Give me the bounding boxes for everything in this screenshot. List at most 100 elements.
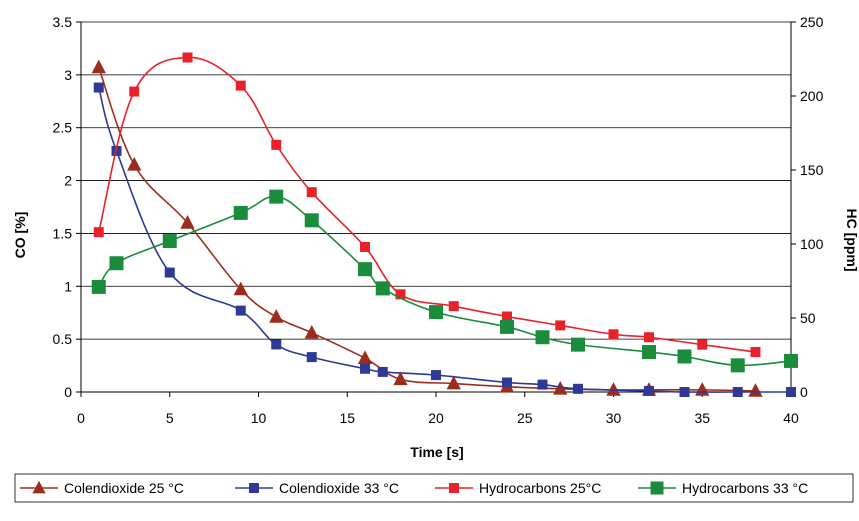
x-tick-label: 20 — [428, 410, 444, 426]
series-3 — [93, 52, 761, 358]
data-point — [235, 305, 246, 316]
y2-tick-label: 150 — [800, 162, 824, 178]
data-point — [606, 382, 621, 396]
x-tick-label: 10 — [251, 410, 267, 426]
data-point — [446, 375, 461, 390]
y-tick-label: 0.5 — [53, 331, 73, 347]
gridlines — [81, 21, 791, 393]
x-tick-label: 40 — [783, 410, 799, 426]
data-point — [129, 86, 140, 97]
data-point — [431, 370, 441, 381]
data-point — [393, 371, 408, 386]
legend-box — [14, 473, 854, 503]
y-tick-label: 1.5 — [53, 225, 73, 241]
data-point — [93, 82, 104, 93]
y2-tick-labels: 0 50 100 150 200 250 — [800, 14, 824, 400]
data-point — [164, 267, 175, 278]
y2-tick-label: 0 — [800, 384, 808, 400]
x-tick-label: 15 — [339, 410, 355, 426]
x-tick-label: 35 — [694, 410, 710, 426]
data-point — [375, 281, 390, 296]
data-point — [271, 139, 282, 150]
data-point — [377, 366, 388, 377]
data-point — [730, 358, 745, 373]
y2-tick-label: 100 — [800, 236, 824, 252]
y-tick-label: 3.5 — [53, 14, 73, 30]
data-point — [784, 353, 798, 368]
data-point — [235, 80, 246, 91]
y2-tick-label: 200 — [800, 88, 824, 104]
data-point — [695, 382, 710, 396]
data-point — [127, 156, 142, 171]
legend-marker — [650, 481, 664, 495]
data-point — [732, 387, 743, 397]
data-point — [535, 330, 550, 345]
y2-tick-label: 50 — [800, 310, 816, 326]
data-point — [269, 189, 284, 204]
x-tick-labels: 0 5 10 15 20 25 30 35 40 — [77, 410, 799, 426]
y-tick-label: 3 — [64, 67, 72, 83]
series-line — [97, 56, 756, 353]
y2-tick-label: 250 — [800, 14, 824, 30]
x-tick-label: 25 — [517, 410, 533, 426]
x-tick-label: 5 — [166, 410, 174, 426]
y-tick-label: 0 — [64, 384, 72, 400]
series-2 — [93, 82, 796, 397]
data-point — [677, 349, 692, 364]
series-line — [98, 195, 792, 367]
legend-label: Colendioxide 33 °C — [279, 480, 399, 496]
data-point — [537, 379, 548, 390]
data-point — [679, 387, 690, 397]
data-point — [500, 319, 514, 334]
data-point — [786, 387, 796, 397]
data-point — [697, 339, 708, 350]
data-point — [109, 256, 124, 271]
data-point — [555, 320, 566, 331]
series-line — [97, 67, 756, 392]
data-point — [608, 329, 619, 340]
series-layer — [91, 52, 798, 397]
data-point — [233, 205, 248, 220]
y-tick-label: 2.5 — [53, 120, 73, 136]
data-point — [304, 325, 319, 339]
legend-label: Hydrocarbons 25°C — [479, 480, 601, 496]
data-point — [358, 262, 372, 277]
data-point — [573, 383, 583, 394]
x-tick-label: 30 — [606, 410, 622, 426]
x-tick-label: 0 — [77, 410, 85, 426]
axes — [76, 21, 796, 397]
y-tick-label: 2 — [64, 173, 72, 189]
data-point — [91, 279, 106, 294]
data-point — [644, 332, 654, 343]
data-point — [360, 241, 370, 252]
data-point — [269, 309, 284, 323]
series-4 — [91, 189, 798, 373]
legend: Colendioxide 25 °C Colendioxide 33 °C Hydr… — [14, 473, 854, 503]
data-point — [748, 383, 763, 397]
legend-marker — [449, 483, 459, 493]
legend-marker — [249, 483, 259, 493]
data-point — [360, 363, 370, 374]
y-axis-title: CO [%] — [12, 212, 28, 259]
data-point — [233, 281, 248, 296]
data-point — [395, 289, 406, 300]
data-point — [502, 311, 512, 322]
data-point — [571, 337, 585, 352]
data-point — [357, 350, 373, 365]
data-point — [306, 352, 317, 363]
data-point — [642, 345, 656, 360]
legend-marker — [32, 480, 46, 494]
data-point — [162, 234, 177, 249]
y-tick-labels: 0 0.5 1 1.5 2 2.5 3 3.5 — [53, 14, 73, 400]
data-point — [93, 227, 104, 238]
data-point — [271, 339, 282, 350]
data-point — [644, 385, 654, 396]
data-point — [304, 213, 319, 228]
data-point — [502, 377, 512, 388]
series-1 — [91, 59, 763, 397]
data-point — [91, 59, 106, 74]
y-tick-label: 1 — [64, 278, 72, 294]
legend-label: Colendioxide 25 °C — [64, 480, 184, 496]
legend-label: Hydrocarbons 33 °C — [682, 480, 808, 496]
